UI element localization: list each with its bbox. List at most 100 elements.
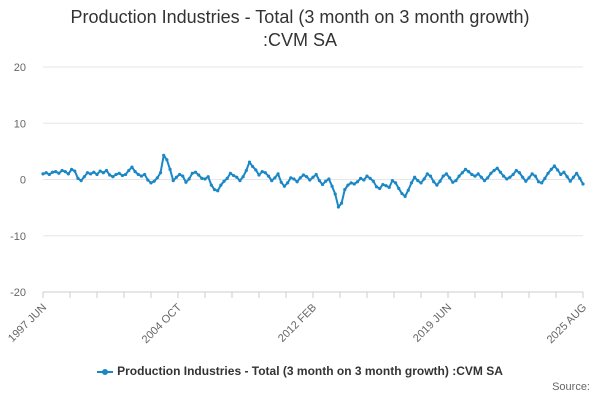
data-point[interactable] (79, 179, 83, 183)
data-point[interactable] (263, 171, 267, 175)
data-point[interactable] (355, 180, 360, 184)
data-point[interactable] (508, 175, 512, 179)
data-point[interactable] (260, 170, 264, 174)
data-point[interactable] (162, 153, 166, 157)
data-point[interactable] (251, 164, 255, 169)
data-point[interactable] (127, 168, 131, 173)
data-point[interactable] (575, 171, 579, 175)
data-point[interactable] (409, 181, 414, 185)
data-point[interactable] (432, 180, 436, 184)
data-point[interactable] (241, 175, 245, 179)
data-point[interactable] (444, 172, 449, 176)
data-point[interactable] (174, 175, 179, 179)
data-point[interactable] (228, 171, 233, 175)
data-point[interactable] (320, 182, 325, 187)
data-point[interactable] (193, 170, 198, 174)
data-point[interactable] (359, 176, 363, 180)
data-point[interactable] (238, 179, 242, 183)
data-point[interactable] (57, 171, 61, 175)
data-point[interactable] (257, 173, 261, 177)
data-point[interactable] (581, 182, 585, 186)
data-point[interactable] (419, 181, 423, 185)
data-point[interactable] (89, 172, 93, 176)
data-point[interactable] (451, 180, 455, 184)
data-point[interactable] (324, 179, 328, 183)
data-point[interactable] (54, 170, 58, 174)
data-point[interactable] (295, 180, 299, 184)
data-point[interactable] (235, 175, 239, 179)
data-point[interactable] (270, 179, 274, 183)
data-point[interactable] (292, 177, 296, 181)
data-point[interactable] (362, 178, 366, 182)
data-point[interactable] (562, 170, 566, 174)
data-point[interactable] (279, 180, 283, 184)
data-point[interactable] (473, 174, 477, 178)
data-point[interactable] (454, 179, 458, 183)
data-point[interactable] (467, 170, 471, 174)
data-point[interactable] (123, 172, 128, 177)
data-point[interactable] (197, 173, 201, 177)
data-point[interactable] (571, 175, 576, 179)
data-point[interactable] (524, 179, 528, 183)
data-point[interactable] (346, 183, 350, 187)
data-point[interactable] (422, 177, 426, 181)
data-point[interactable] (231, 173, 236, 178)
data-point[interactable] (552, 164, 557, 168)
data-point[interactable] (92, 170, 96, 174)
data-point[interactable] (282, 184, 287, 188)
data-point[interactable] (225, 176, 229, 180)
data-point[interactable] (521, 175, 525, 179)
data-point[interactable] (177, 172, 182, 177)
data-point[interactable] (559, 172, 563, 177)
data-point[interactable] (63, 170, 67, 174)
legend-item[interactable]: Production Industries - Total (3 month o… (0, 364, 600, 378)
data-point[interactable] (314, 172, 318, 177)
data-point[interactable] (428, 174, 433, 178)
data-point[interactable] (546, 171, 550, 175)
data-point[interactable] (352, 182, 356, 186)
data-point[interactable] (136, 172, 140, 177)
data-point[interactable] (371, 179, 375, 183)
data-point[interactable] (498, 170, 503, 174)
data-point[interactable] (244, 168, 248, 173)
data-point[interactable] (533, 174, 537, 178)
data-point[interactable] (82, 175, 86, 179)
data-point[interactable] (130, 165, 134, 169)
data-point[interactable] (203, 177, 207, 181)
data-point[interactable] (403, 194, 407, 198)
data-point[interactable] (158, 171, 163, 175)
data-point[interactable] (254, 168, 258, 172)
data-point[interactable] (406, 188, 410, 192)
data-point[interactable] (381, 182, 385, 187)
data-point[interactable] (149, 181, 153, 185)
data-point[interactable] (339, 201, 344, 205)
data-point[interactable] (85, 171, 90, 175)
data-point[interactable] (47, 172, 51, 177)
data-point[interactable] (212, 188, 217, 192)
data-point[interactable] (187, 177, 191, 181)
data-point[interactable] (489, 171, 493, 175)
data-point[interactable] (301, 173, 306, 177)
data-point[interactable] (463, 167, 468, 171)
data-point[interactable] (117, 171, 121, 175)
data-point[interactable] (108, 173, 112, 177)
data-point[interactable] (200, 176, 204, 180)
data-point[interactable] (114, 172, 118, 177)
data-point[interactable] (219, 183, 223, 187)
data-point[interactable] (69, 167, 74, 171)
data-point[interactable] (50, 170, 55, 174)
data-point[interactable] (60, 168, 64, 173)
data-point[interactable] (276, 172, 280, 176)
credits-text[interactable]: Source: (552, 381, 590, 393)
data-point[interactable] (76, 176, 80, 180)
data-point[interactable] (393, 181, 398, 185)
data-point[interactable] (273, 176, 277, 180)
data-point[interactable] (308, 178, 312, 182)
data-point[interactable] (289, 176, 293, 180)
data-point[interactable] (368, 176, 372, 180)
data-point[interactable] (378, 186, 382, 191)
data-point[interactable] (44, 171, 48, 175)
data-point[interactable] (390, 179, 395, 183)
data-point[interactable] (181, 174, 185, 178)
data-point[interactable] (540, 181, 544, 185)
